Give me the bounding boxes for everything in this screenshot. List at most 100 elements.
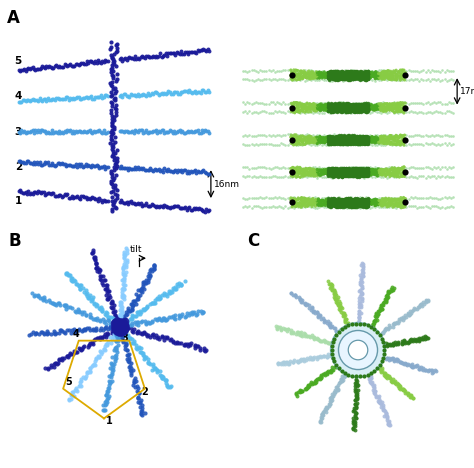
Point <box>385 103 393 111</box>
Point <box>384 67 392 74</box>
Point <box>357 261 365 269</box>
Point <box>204 127 211 135</box>
Point <box>321 73 328 80</box>
Point <box>363 70 370 78</box>
Point <box>394 109 402 116</box>
Point <box>376 133 384 140</box>
Point <box>182 313 190 320</box>
Point <box>336 141 343 148</box>
Point <box>309 75 317 82</box>
Point <box>379 133 386 141</box>
Point <box>340 171 347 179</box>
Point <box>390 68 398 75</box>
Point <box>289 109 297 116</box>
Point <box>111 89 119 97</box>
Point <box>200 167 207 174</box>
Point <box>330 70 338 78</box>
Point <box>86 340 94 347</box>
Point <box>375 104 383 111</box>
Point <box>115 333 123 341</box>
Point <box>360 139 368 146</box>
Point <box>355 319 362 326</box>
Point <box>301 198 309 205</box>
Point <box>404 391 411 398</box>
Point <box>303 203 311 210</box>
Point <box>328 171 336 179</box>
Point <box>340 134 347 142</box>
Point <box>362 170 370 177</box>
Point <box>349 424 357 432</box>
Point <box>360 104 367 111</box>
Point <box>323 138 331 146</box>
Point <box>349 167 357 175</box>
Point <box>284 141 292 148</box>
Point <box>330 131 338 138</box>
Point <box>361 201 369 209</box>
Point <box>364 136 372 144</box>
Point <box>334 71 342 79</box>
Point <box>356 292 364 300</box>
Point <box>346 70 354 78</box>
Point <box>382 200 390 207</box>
Point <box>333 133 341 140</box>
Point <box>293 167 301 175</box>
Point <box>443 131 450 139</box>
Point <box>337 170 345 177</box>
Point <box>361 106 369 113</box>
Point <box>356 169 363 177</box>
Point <box>381 104 389 111</box>
Point <box>293 141 301 148</box>
Point <box>384 201 392 208</box>
Point <box>267 109 274 117</box>
Point <box>435 163 442 171</box>
Point <box>146 203 154 210</box>
Point <box>332 197 340 205</box>
Point <box>360 169 367 176</box>
Point <box>288 140 295 147</box>
Point <box>400 197 408 205</box>
Point <box>137 396 145 403</box>
Point <box>350 203 358 211</box>
Point <box>99 333 106 340</box>
Point <box>20 189 28 197</box>
Point <box>299 202 306 210</box>
Point <box>405 390 412 398</box>
Point <box>344 196 352 204</box>
Point <box>316 312 324 320</box>
Point <box>335 200 343 207</box>
Point <box>365 194 372 202</box>
Point <box>140 285 147 292</box>
Point <box>318 70 325 77</box>
Point <box>144 52 151 59</box>
Point <box>362 163 370 171</box>
Point <box>353 100 360 108</box>
Point <box>198 310 206 317</box>
Point <box>333 132 340 140</box>
Point <box>340 72 347 79</box>
Point <box>346 139 353 147</box>
Point <box>322 70 329 78</box>
Point <box>286 194 293 202</box>
Point <box>300 102 308 110</box>
Point <box>338 76 346 83</box>
Point <box>401 105 409 112</box>
Point <box>349 200 357 208</box>
Point <box>303 202 310 210</box>
Point <box>101 310 109 318</box>
Point <box>111 352 118 359</box>
Point <box>319 170 327 177</box>
Point <box>380 140 388 147</box>
Point <box>343 169 351 177</box>
Point <box>346 70 354 77</box>
Point <box>337 136 345 143</box>
Point <box>339 312 346 320</box>
Point <box>354 201 361 208</box>
Point <box>324 68 332 75</box>
Point <box>413 164 421 172</box>
Point <box>399 104 407 112</box>
Point <box>330 286 337 294</box>
Point <box>337 102 345 110</box>
Point <box>172 51 179 59</box>
Point <box>399 107 406 115</box>
Point <box>319 102 327 109</box>
